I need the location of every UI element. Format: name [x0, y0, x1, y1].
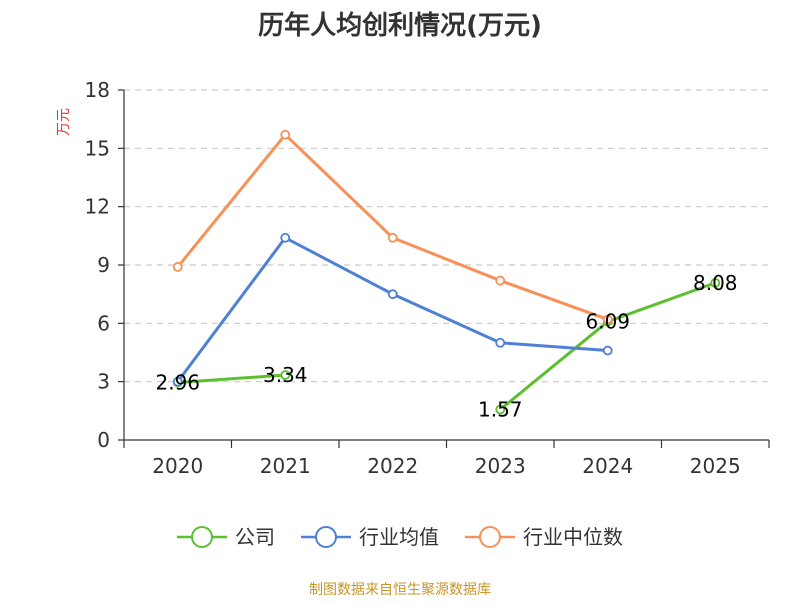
legend[interactable]: 公司 行业均值 行业中位数 [177, 525, 623, 549]
series-line [176, 236, 608, 383]
legend-marker [479, 526, 501, 548]
data-point[interactable] [280, 129, 291, 140]
data-labels: 2.96 3.34 1.57 6.09 8.08 [155, 271, 737, 422]
data-label: 8.08 [693, 271, 738, 295]
series-2 [172, 129, 613, 325]
y-tick-label: 6 [97, 311, 110, 335]
axes: 0 3 6 9 12 15 18 2020 2021 2022 2023 2024 2025 [85, 78, 770, 478]
legend-label: 行业中位数 [523, 525, 623, 549]
source-note: 制图数据来自恒生聚源数据库 [309, 582, 491, 598]
y-tick-label: 3 [97, 370, 110, 394]
data-point[interactable] [710, 277, 721, 288]
legend-label: 公司 [235, 525, 275, 549]
y-tick-label: 12 [85, 195, 110, 219]
grid-lines [124, 89, 769, 383]
y-tick-label: 18 [85, 78, 110, 102]
series-line [177, 373, 286, 384]
data-point[interactable] [172, 262, 183, 272]
data-label: 6.09 [585, 310, 630, 334]
series-1 [172, 232, 613, 387]
y-tick-label: 15 [85, 136, 110, 160]
x-tick-label: 2021 [260, 454, 311, 478]
x-tick-label: 2023 [475, 454, 526, 478]
data-point[interactable] [602, 314, 613, 325]
x-tick-label: 2022 [367, 454, 418, 478]
data-point[interactable] [387, 232, 398, 243]
legend-item-2[interactable]: 行业中位数 [465, 525, 623, 549]
legend-marker [191, 526, 213, 548]
chart-title: 历年人均创利情况(万元) [258, 10, 542, 41]
data-point[interactable] [280, 370, 291, 380]
data-label: 3.34 [263, 363, 308, 387]
data-point[interactable] [495, 337, 506, 348]
legend-item-0[interactable]: 公司 [177, 525, 275, 549]
data-point[interactable] [602, 345, 613, 356]
data-point[interactable] [280, 232, 291, 243]
data-label: 2.96 [155, 370, 200, 394]
data-point[interactable] [495, 275, 506, 286]
legend-label: 行业均值 [359, 525, 439, 549]
data-point[interactable] [172, 376, 183, 387]
series-lines [172, 129, 721, 415]
y-tick-label: 0 [97, 428, 110, 452]
x-tick-label: 2024 [582, 454, 633, 478]
data-label: 1.57 [478, 397, 523, 421]
data-point[interactable] [495, 404, 506, 415]
y-axis-label: 万元 [56, 108, 72, 136]
data-point[interactable] [387, 289, 398, 300]
y-tick-label: 9 [97, 253, 110, 277]
series-0 [172, 277, 721, 415]
legend-item-1[interactable]: 行业均值 [301, 525, 439, 549]
x-tick-label: 2025 [690, 454, 741, 478]
legend-marker [315, 526, 337, 548]
x-tick-label: 2020 [152, 454, 203, 478]
